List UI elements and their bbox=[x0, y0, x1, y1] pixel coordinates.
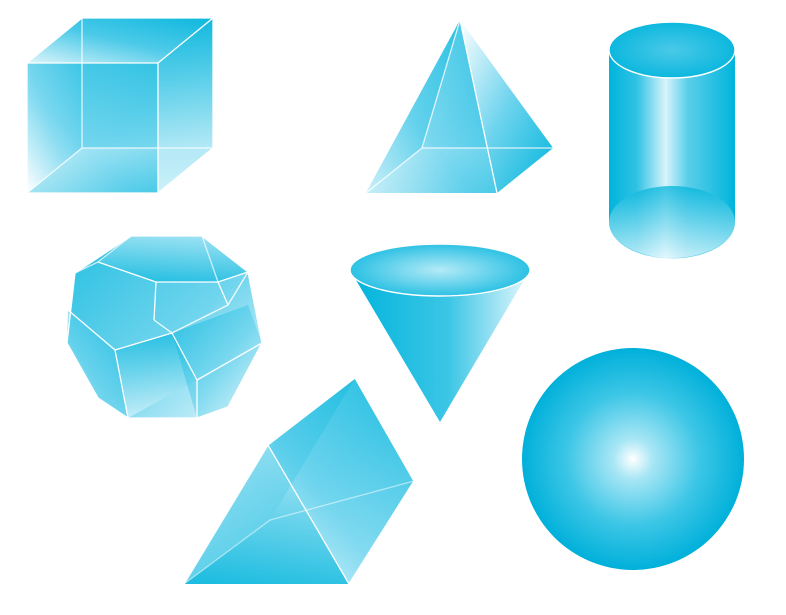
sphere-icon bbox=[522, 348, 744, 570]
dodecahedron-icon bbox=[66, 235, 263, 419]
cone-icon bbox=[349, 243, 531, 422]
pyramid-icon bbox=[365, 19, 553, 194]
triangular-prism-icon bbox=[183, 377, 415, 585]
cube-icon bbox=[26, 17, 214, 194]
cylinder-icon bbox=[608, 21, 736, 259]
